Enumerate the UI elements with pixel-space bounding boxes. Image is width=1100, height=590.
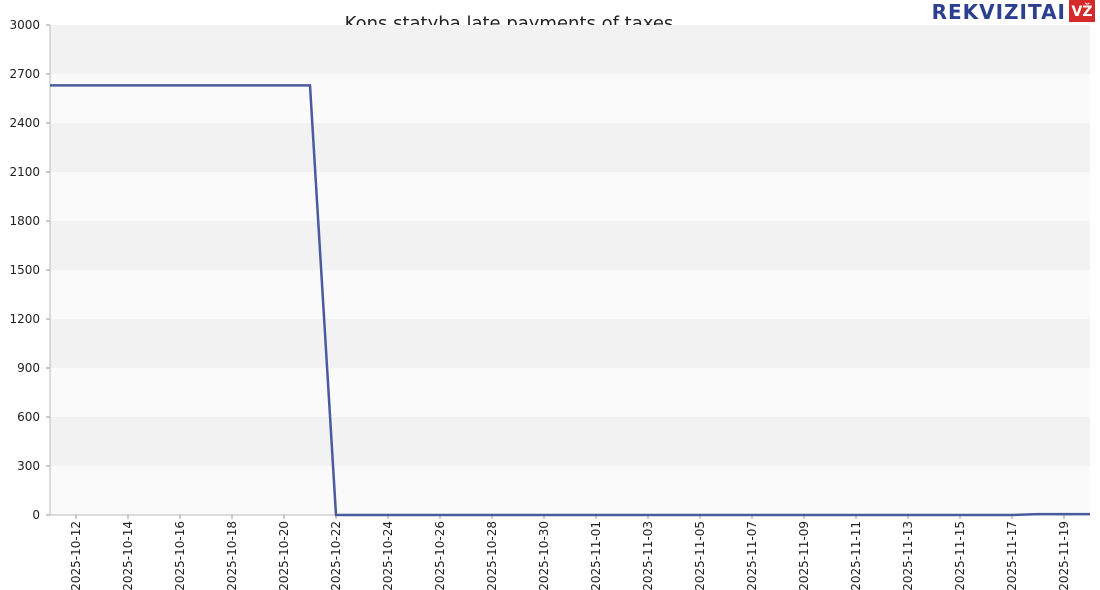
y-tick-label: 900 bbox=[17, 361, 40, 375]
x-tick-label: 2025-10-30 bbox=[537, 521, 551, 590]
x-tick-label: 2025-10-12 bbox=[69, 521, 83, 590]
x-tick-label: 2025-10-14 bbox=[121, 521, 135, 590]
grid-band bbox=[50, 319, 1090, 368]
y-tick-label: 1500 bbox=[9, 263, 40, 277]
grid-band bbox=[50, 466, 1090, 515]
grid-band bbox=[50, 25, 1090, 74]
x-tick-label: 2025-10-28 bbox=[485, 521, 499, 590]
x-tick-label: 2025-11-03 bbox=[641, 521, 655, 590]
x-tick-label: 2025-10-24 bbox=[381, 521, 395, 590]
line bbox=[50, 84, 1090, 517]
y-tick-label: 1800 bbox=[9, 214, 40, 228]
y-tick-label: 1200 bbox=[9, 312, 40, 326]
logo-badge: VŽ bbox=[1072, 3, 1093, 20]
x-tick-label: 2025-11-07 bbox=[745, 521, 759, 590]
logo-badge-bg bbox=[1069, 0, 1095, 22]
x-tick-label: 2025-11-05 bbox=[693, 521, 707, 590]
x-tick-label: 2025-11-09 bbox=[797, 521, 811, 590]
y-tick-label: 600 bbox=[17, 410, 40, 424]
y-tick-label: 2700 bbox=[9, 67, 40, 81]
grid-band bbox=[50, 368, 1090, 417]
grid-band bbox=[50, 270, 1090, 319]
x-tick-label: 2025-11-01 bbox=[589, 521, 603, 590]
logo: REKVIZITAI bbox=[932, 0, 1066, 24]
grid-band bbox=[50, 221, 1090, 270]
grid-band bbox=[50, 172, 1090, 221]
grid-band bbox=[50, 74, 1090, 123]
x-tick-label: 2025-11-13 bbox=[901, 521, 915, 590]
y-tick-label: 3000 bbox=[9, 18, 40, 32]
x-tick-label: 2025-10-16 bbox=[173, 521, 187, 590]
x-tick-label: 2025-11-15 bbox=[953, 521, 967, 590]
x-tick-label: 2025-11-19 bbox=[1057, 521, 1071, 590]
x-tick-label: 2025-10-26 bbox=[433, 521, 447, 590]
y-tick-label: 2400 bbox=[9, 116, 40, 130]
grid-band bbox=[50, 123, 1090, 172]
x-tick-label: 2025-10-18 bbox=[225, 521, 239, 590]
x-tick-label: 2025-11-17 bbox=[1005, 521, 1019, 590]
y-tick-label: 300 bbox=[17, 459, 40, 473]
y-tick-label: 0 bbox=[32, 508, 40, 522]
grid-band bbox=[50, 417, 1090, 466]
y-tick-label: 2100 bbox=[9, 165, 40, 179]
x-tick-label: 2025-11-11 bbox=[849, 521, 863, 590]
x-tick-label: 2025-10-22 bbox=[329, 521, 343, 590]
x-tick-label: 2025-10-20 bbox=[277, 521, 291, 590]
